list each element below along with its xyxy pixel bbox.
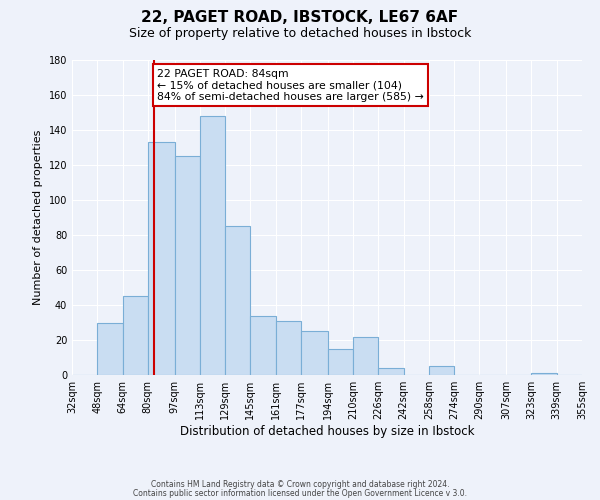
Bar bbox=[97, 322, 122, 375]
Text: Contains public sector information licensed under the Open Government Licence v : Contains public sector information licen… bbox=[133, 488, 467, 498]
Bar bbox=[429, 366, 454, 375]
Bar bbox=[225, 226, 250, 375]
Text: 22, PAGET ROAD, IBSTOCK, LE67 6AF: 22, PAGET ROAD, IBSTOCK, LE67 6AF bbox=[142, 10, 458, 25]
X-axis label: Distribution of detached houses by size in Ibstock: Distribution of detached houses by size … bbox=[180, 425, 474, 438]
Bar bbox=[148, 142, 175, 375]
Text: Size of property relative to detached houses in Ibstock: Size of property relative to detached ho… bbox=[129, 28, 471, 40]
Bar bbox=[175, 156, 200, 375]
Bar bbox=[122, 296, 148, 375]
Text: 22 PAGET ROAD: 84sqm
← 15% of detached houses are smaller (104)
84% of semi-deta: 22 PAGET ROAD: 84sqm ← 15% of detached h… bbox=[157, 68, 424, 102]
Bar bbox=[200, 116, 225, 375]
Text: Contains HM Land Registry data © Crown copyright and database right 2024.: Contains HM Land Registry data © Crown c… bbox=[151, 480, 449, 489]
Bar bbox=[353, 336, 379, 375]
Bar bbox=[328, 349, 353, 375]
Y-axis label: Number of detached properties: Number of detached properties bbox=[33, 130, 43, 305]
Bar bbox=[379, 368, 404, 375]
Bar bbox=[250, 316, 275, 375]
Bar bbox=[532, 373, 557, 375]
Bar bbox=[301, 331, 328, 375]
Bar bbox=[275, 321, 301, 375]
